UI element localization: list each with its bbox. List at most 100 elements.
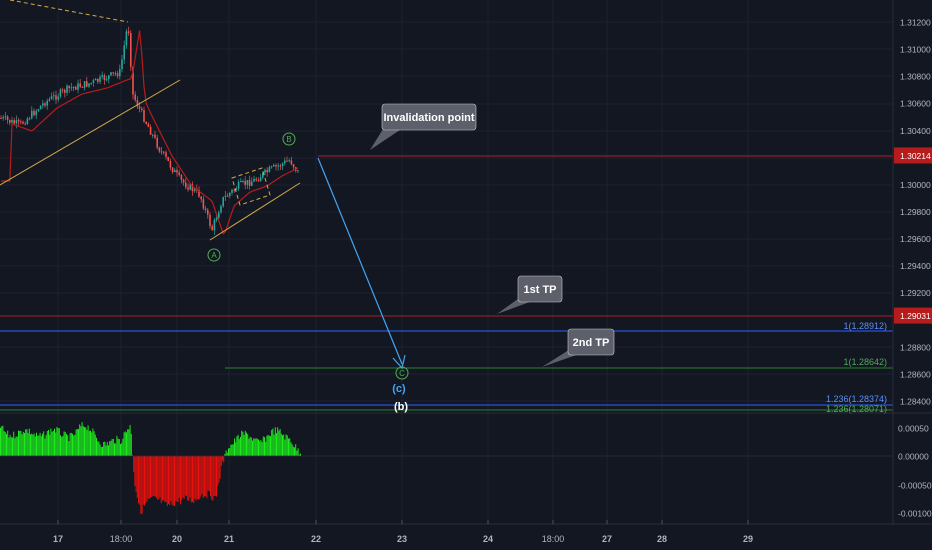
oscillator-bar: [117, 438, 119, 456]
oscillator-bar: [252, 440, 253, 456]
oscillator-bar: [153, 456, 155, 497]
oscillator-bar: [277, 427, 279, 456]
candle-body: [165, 152, 167, 158]
candle-body: [266, 169, 268, 173]
tp1-callout[interactable]: 1st TP: [497, 275, 563, 314]
oscillator-axis[interactable]: 0.00050 0.00000 -0.00050 -0.00100: [898, 424, 932, 519]
oscillator-bar: [259, 441, 261, 456]
candle-body: [233, 189, 235, 191]
oscillator-bar: [144, 456, 145, 506]
oscillator-bar: [280, 433, 282, 456]
candle-body: [61, 89, 64, 91]
oscillator-bar: [232, 444, 234, 456]
flag-dashed-box[interactable]: [231, 167, 271, 206]
candle-body: [180, 175, 183, 180]
oscillator-bar: [80, 426, 82, 456]
wave-c-marker[interactable]: C: [395, 366, 409, 380]
oscillator-bar: [199, 456, 201, 500]
oscillator-bar: [213, 456, 215, 497]
oscillator-bar: [90, 430, 91, 456]
oscillator-bar: [278, 430, 280, 456]
projection-arrow-line[interactable]: [317, 157, 403, 365]
oscillator-bar: [91, 432, 93, 456]
candle-body: [275, 165, 277, 167]
oscillator-bar: [174, 456, 175, 507]
oscillator-bar: [120, 444, 121, 456]
oscillator-bar: [27, 432, 29, 456]
invalidation-callout[interactable]: Invalidation point: [370, 103, 477, 150]
oscillator-bar: [262, 436, 264, 456]
wedge-support-trendline[interactable]: [209, 182, 301, 241]
oscillator-bar: [56, 427, 58, 456]
oscillator-bar: [207, 456, 209, 491]
oscillator-bar: [138, 456, 139, 504]
candle-body: [193, 189, 196, 192]
candle-body: [215, 218, 218, 220]
candlestick-series[interactable]: [0, 26, 299, 235]
oscillator-bar: [157, 456, 159, 500]
oscillator-bar: [108, 445, 109, 456]
candle-body: [28, 118, 31, 120]
upper-prior-trendline[interactable]: [0, 79, 181, 186]
candle-body: [176, 169, 178, 173]
oscillator-bar: [298, 454, 300, 456]
oscillator-bar: [140, 456, 142, 515]
wave-a-marker[interactable]: A: [207, 248, 221, 262]
oscillator-bar: [292, 446, 294, 456]
wave-b-marker[interactable]: B: [282, 132, 296, 146]
oscillator-bar: [139, 456, 141, 505]
oscillator-bar: [187, 456, 189, 501]
oscillator-bar: [42, 433, 43, 456]
oscillator-bar: [14, 438, 16, 456]
candle-body: [253, 178, 255, 182]
time-axis-tick: 22: [311, 534, 321, 544]
oscillator-bar: [97, 441, 99, 456]
candle-body: [4, 116, 7, 118]
oscillator-bar: [182, 456, 184, 498]
oscillator-bar: [146, 456, 148, 502]
oscillator-bar: [25, 429, 27, 456]
candle-body: [125, 31, 128, 46]
candle-body: [20, 121, 22, 123]
candle-body: [13, 120, 15, 124]
oscillator-histogram[interactable]: [0, 422, 301, 515]
oscillator-bar: [123, 432, 125, 456]
oscillator-bar: [126, 432, 127, 456]
candle-body: [108, 75, 110, 80]
oscillator-bar: [50, 428, 52, 456]
oscillator-bar: [266, 435, 268, 456]
price-axis-tick: 1.30600: [900, 99, 931, 109]
price-axis[interactable]: 1.31200 1.31000 1.30800 1.30600 1.30400 1.302…: [894, 18, 932, 407]
oscillator-axis-tick: 0.00050: [898, 424, 929, 434]
candle-body: [187, 187, 189, 190]
oscillator-bar: [74, 434, 76, 456]
oscillator-bar: [256, 438, 258, 456]
candle-body: [264, 169, 266, 173]
candle-body: [244, 180, 246, 185]
oscillator-bar: [247, 434, 249, 456]
candle-body: [77, 83, 79, 90]
oscillator-bar: [163, 456, 165, 501]
oscillator-bar: [100, 446, 102, 456]
oscillator-bar: [273, 434, 275, 456]
price-axis-tick: 1.29400: [900, 261, 931, 271]
oscillator-bar: [189, 456, 191, 498]
candle-body: [191, 184, 194, 192]
time-axis[interactable]: 17 18:00 20 21 22 23 24 18:00 27 28 29: [53, 520, 753, 544]
tp2-callout[interactable]: 2nd TP: [542, 328, 615, 367]
oscillator-bar: [177, 456, 179, 502]
time-axis-tick: 28: [657, 534, 667, 544]
candle-body: [127, 31, 130, 34]
oscillator-bar: [78, 429, 79, 456]
oscillator-bar: [260, 439, 262, 456]
candle-body: [64, 89, 66, 93]
wave-top-dashed-line[interactable]: [9, 0, 129, 23]
wave-c-paren-label[interactable]: (c): [392, 383, 406, 395]
candle-body: [213, 219, 216, 231]
oscillator-bar: [60, 435, 61, 456]
oscillator-bar: [92, 428, 94, 456]
wave-b-paren-label[interactable]: (b): [394, 401, 408, 413]
oscillator-bar: [103, 441, 105, 456]
oscillator-bar: [190, 456, 192, 503]
